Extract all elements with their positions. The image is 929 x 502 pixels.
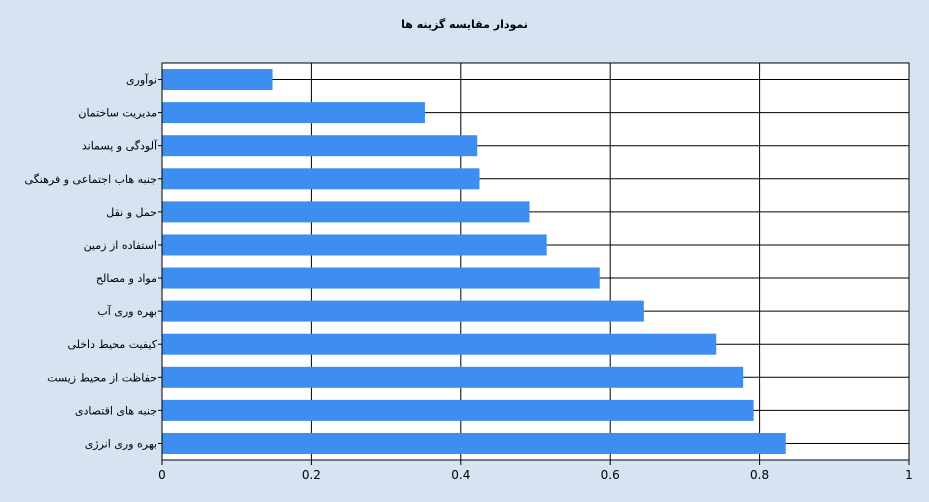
category-label: مدیریت ساختمان [78,107,157,120]
bar [162,201,530,223]
category-label: بهره وری انرژی [85,437,157,450]
x-tick-label: 0.4 [451,468,470,482]
bar [162,333,717,355]
category-label: مواد و مصالح [96,272,157,285]
category-label: استفاده از زمین [84,239,157,252]
category-label: آلودگی و پسماند [82,139,158,153]
x-tick-label: 1 [905,468,913,482]
x-tick-label: 0.2 [302,468,321,482]
bar [162,432,786,454]
category-label: حمل و نقل [106,206,157,219]
plot-area [162,63,909,460]
x-tick-label: 0 [158,468,166,482]
bar [162,267,600,289]
category-label: بهره وری آب [97,304,157,318]
x-tick-label: 0.8 [750,468,769,482]
bar [162,135,478,157]
category-label: حفاظت از محیط زیست [47,371,157,384]
x-tick-label: 0.6 [601,468,620,482]
bar [162,102,425,124]
category-label: جنبه های اقتصادی [75,404,157,417]
category-label: جنبه هاب اجتماعی و فرهنگی [25,173,157,186]
category-label: نوآوری [126,73,157,87]
bar [162,399,754,421]
bar [162,366,744,388]
category-label: کیفیت محیط داخلی [67,338,157,351]
plot-frame [161,62,910,461]
chart-title: نمودار مقایسه گزینه ها [401,18,528,31]
bar [162,69,273,91]
bar [162,234,547,256]
bar [162,168,480,190]
bar [162,300,644,322]
